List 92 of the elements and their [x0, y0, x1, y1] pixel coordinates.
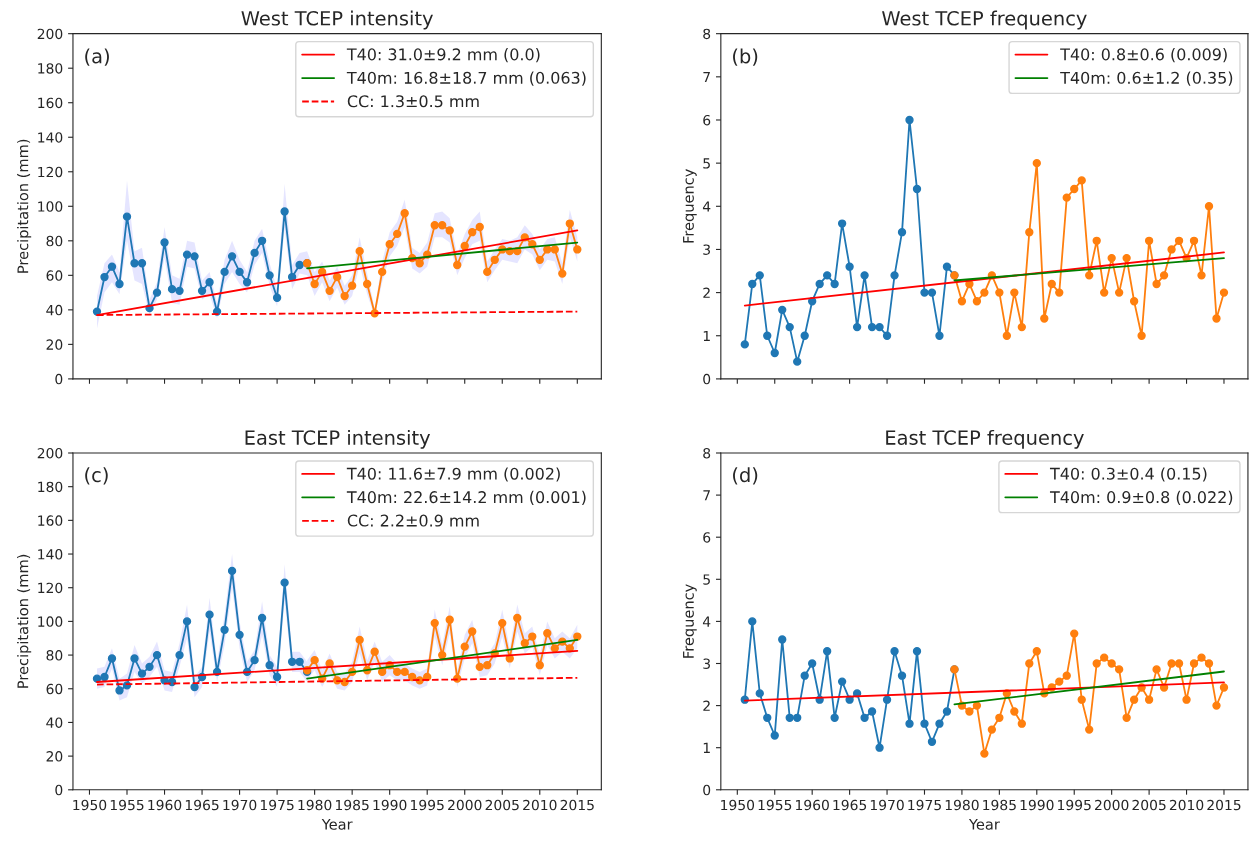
legend-label: T40: 0.3±0.4 (0.15) — [1049, 467, 1207, 482]
chart-title: West TCEP frequency — [882, 10, 1087, 30]
y-tick-label: 40 — [46, 717, 63, 728]
x-tick-label: 1990 — [1020, 799, 1054, 811]
x-tick-label: 2005 — [485, 799, 519, 811]
y-tick-label: 160 — [38, 97, 63, 109]
x-tick-label: 1995 — [411, 799, 444, 811]
x-tick-label: 2015 — [560, 799, 594, 811]
y-tick-label: 6 — [703, 114, 711, 126]
legend-label: T40: 0.8±0.6 (0.009) — [1060, 48, 1227, 63]
y-tick-label: 20 — [46, 339, 63, 350]
x-tick-label: 1985 — [983, 799, 1016, 811]
y-tick-label: 4 — [702, 616, 711, 627]
y-tick-label: 140 — [38, 549, 63, 560]
x-tick-label: 1955 — [110, 799, 144, 811]
chart-title: East TCEP intensity — [245, 429, 431, 449]
y-axis-title: Frequency — [683, 169, 697, 243]
x-tick-label: 1970 — [223, 799, 257, 811]
y-tick-label: 120 — [38, 166, 63, 178]
x-tick-label: 1980 — [945, 799, 979, 811]
x-tick-label: 2005 — [1132, 799, 1166, 811]
y-tick-label: 140 — [38, 132, 63, 143]
x-tick-label: 1965 — [185, 799, 219, 811]
y-tick-label: 8 — [703, 447, 711, 459]
y-tick-label: 60 — [46, 270, 63, 281]
y-tick-label: 80 — [46, 650, 63, 661]
y-tick-label: 5 — [703, 158, 710, 169]
x-tick-label: 1980 — [298, 799, 332, 811]
x-tick-label: 1975 — [908, 799, 941, 811]
y-tick-label: 200 — [37, 28, 63, 40]
y-tick-label: 7 — [703, 71, 710, 83]
y-tick-label: 7 — [703, 490, 710, 501]
y-tick-label: 3 — [703, 244, 710, 255]
chart-title: West TCEP intensity — [241, 10, 433, 30]
y-tick-label: 1 — [703, 742, 710, 753]
y-tick-label: 4 — [702, 201, 711, 212]
y-tick-label: 2 — [703, 287, 710, 298]
y-tick-label: 160 — [38, 515, 63, 526]
x-axis-title: Year — [321, 818, 353, 830]
x-tick-label: 1990 — [373, 799, 407, 811]
y-tick-label: 180 — [38, 63, 63, 74]
x-tick-label: 1985 — [336, 799, 369, 811]
x-tick-label: 1970 — [870, 799, 904, 811]
y-tick-label: 200 — [37, 447, 63, 459]
chart-title: East TCEP frequency — [886, 429, 1084, 449]
y-tick-label: 80 — [46, 235, 63, 247]
legend-label: CC: 2.2±0.9 mm — [347, 514, 479, 527]
legend-label: T40m: 22.6±14.2 mm (0.001) — [346, 490, 586, 506]
y-axis-title: Precipitation (mm) — [17, 139, 32, 273]
y-tick-label: 1 — [703, 330, 710, 342]
x-tick-label: 1995 — [1058, 799, 1091, 811]
annotation: (b) — [733, 48, 758, 66]
legend-label: CC: 1.3±0.5 mm — [347, 95, 479, 108]
y-tick-label: 120 — [38, 582, 63, 594]
x-axis-title: Year — [968, 818, 1000, 830]
annotation: (c) — [85, 467, 108, 485]
x-tick-label: 1965 — [833, 799, 867, 811]
y-tick-label: 5 — [703, 574, 710, 585]
y-axis-title: Frequency — [683, 584, 697, 658]
y-tick-label: 2 — [703, 700, 710, 711]
y-tick-label: 0 — [703, 373, 711, 385]
legend-label: T40: 31.0±9.2 mm (0.0) — [346, 48, 540, 63]
y-tick-label: 3 — [703, 658, 710, 669]
y-tick-label: 6 — [703, 532, 711, 543]
x-tick-label: 1950 — [73, 799, 107, 811]
x-tick-label: 2010 — [1169, 799, 1204, 811]
x-tick-label: 2015 — [1207, 799, 1241, 811]
x-tick-label: 2000 — [1095, 799, 1129, 811]
y-tick-label: 180 — [38, 481, 63, 493]
x-tick-label: 2000 — [448, 799, 482, 811]
annotation: (a) — [85, 48, 109, 66]
y-tick-label: 20 — [46, 751, 63, 762]
y-tick-label: 0 — [55, 373, 63, 385]
y-tick-label: 40 — [46, 304, 63, 316]
x-tick-label: 2010 — [523, 799, 557, 811]
x-tick-label: 1950 — [721, 799, 755, 811]
y-tick-label: 8 — [703, 28, 711, 40]
y-axis-title: Precipitation (mm) — [17, 554, 32, 688]
y-tick-label: 100 — [38, 201, 63, 212]
x-tick-label: 1960 — [796, 799, 829, 811]
legend-label: T40m: 16.8±18.7 mm (0.063) — [346, 71, 586, 86]
y-tick-label: 0 — [703, 784, 711, 796]
legend-label: T40: 11.6±7.9 mm (0.002) — [346, 467, 560, 482]
x-tick-label: 1975 — [260, 799, 294, 811]
legend-label: T40m: 0.9±0.8 (0.022) — [1049, 490, 1233, 506]
annotation: (d) — [733, 467, 758, 485]
y-tick-label: 0 — [55, 784, 63, 796]
x-tick-label: 1955 — [758, 799, 792, 811]
y-tick-label: 100 — [38, 616, 63, 627]
legend-label: T40m: 0.6±1.2 (0.35) — [1060, 71, 1233, 86]
x-tick-label: 1960 — [148, 799, 182, 811]
y-tick-label: 60 — [46, 683, 63, 695]
